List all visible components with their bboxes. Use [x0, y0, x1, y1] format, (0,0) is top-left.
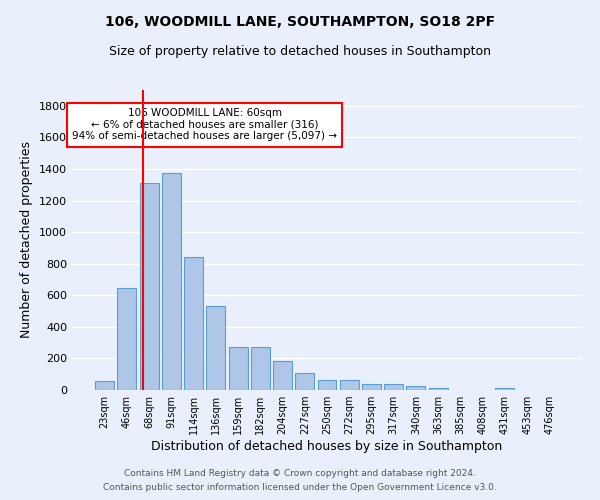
Bar — [251, 346, 270, 390]
Bar — [162, 173, 181, 390]
Bar — [317, 380, 337, 390]
Bar — [273, 361, 292, 390]
Bar — [206, 306, 225, 390]
Bar — [184, 256, 203, 390]
Bar — [95, 382, 114, 390]
Text: Contains HM Land Registry data © Crown copyright and database right 2024.: Contains HM Land Registry data © Crown c… — [124, 468, 476, 477]
Bar — [140, 183, 158, 390]
Bar — [362, 384, 381, 390]
Bar — [118, 288, 136, 390]
X-axis label: Distribution of detached houses by size in Southampton: Distribution of detached houses by size … — [151, 440, 503, 453]
Text: 106 WOODMILL LANE: 60sqm
← 6% of detached houses are smaller (316)
94% of semi-d: 106 WOODMILL LANE: 60sqm ← 6% of detache… — [72, 108, 337, 142]
Bar — [496, 388, 514, 390]
Bar — [229, 346, 248, 390]
Bar — [406, 386, 425, 390]
Text: Size of property relative to detached houses in Southampton: Size of property relative to detached ho… — [109, 45, 491, 58]
Bar — [429, 388, 448, 390]
Text: Contains public sector information licensed under the Open Government Licence v3: Contains public sector information licen… — [103, 484, 497, 492]
Text: 106, WOODMILL LANE, SOUTHAMPTON, SO18 2PF: 106, WOODMILL LANE, SOUTHAMPTON, SO18 2P… — [105, 15, 495, 29]
Bar — [340, 380, 359, 390]
Y-axis label: Number of detached properties: Number of detached properties — [20, 142, 34, 338]
Bar — [384, 384, 403, 390]
Bar — [295, 374, 314, 390]
